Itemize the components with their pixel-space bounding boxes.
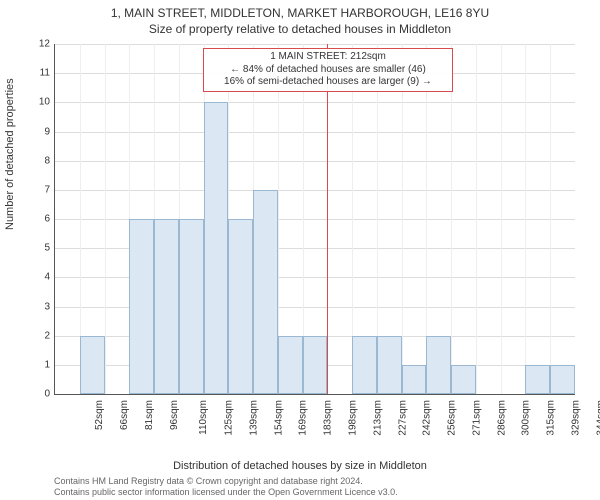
gridline-v [105, 44, 106, 394]
page-subtitle: Size of property relative to detached ho… [0, 22, 600, 36]
x-tick-label: 227sqm [397, 400, 408, 436]
x-tick-label: 169sqm [298, 400, 309, 436]
x-tick-label: 139sqm [249, 400, 260, 436]
y-tick-label: 3 [30, 301, 50, 312]
histogram-bar [253, 190, 278, 394]
gridline-v [525, 44, 526, 394]
footer-attribution: Contains HM Land Registry data © Crown c… [54, 476, 398, 498]
y-tick-label: 5 [30, 243, 50, 254]
histogram-bar [426, 336, 451, 394]
histogram-bar [278, 336, 303, 394]
x-tick-label: 344sqm [595, 400, 600, 436]
x-tick-label: 213sqm [372, 400, 383, 436]
y-tick-label: 8 [30, 155, 50, 166]
gridline-v [501, 44, 502, 394]
gridline-v [476, 44, 477, 394]
x-tick-label: 125sqm [224, 400, 235, 436]
y-tick-label: 9 [30, 126, 50, 137]
x-tick-label: 271sqm [471, 400, 482, 436]
chart-plot-area: 1 MAIN STREET: 212sqm← 84% of detached h… [54, 44, 575, 395]
x-tick-label: 154sqm [273, 400, 284, 436]
y-tick-label: 10 [30, 97, 50, 108]
gridline-h [55, 132, 575, 133]
x-tick-label: 286sqm [496, 400, 507, 436]
y-axis-label: Number of detached properties [4, 78, 16, 230]
gridline-h [55, 44, 575, 45]
x-tick-label: 52sqm [94, 400, 105, 430]
gridline-h [55, 161, 575, 162]
annotation-box: 1 MAIN STREET: 212sqm← 84% of detached h… [203, 48, 453, 92]
gridline-v [402, 44, 403, 394]
annotation-line: ← 84% of detached houses are smaller (46… [210, 64, 446, 77]
y-tick-label: 1 [30, 359, 50, 370]
x-tick-label: 329sqm [570, 400, 581, 436]
footer-line: Contains public sector information licen… [54, 487, 398, 498]
y-tick-label: 4 [30, 272, 50, 283]
y-tick-label: 2 [30, 330, 50, 341]
gridline-v [550, 44, 551, 394]
x-tick-label: 96sqm [169, 400, 180, 430]
y-tick-label: 7 [30, 184, 50, 195]
x-tick-label: 242sqm [422, 400, 433, 436]
histogram-bar [377, 336, 402, 394]
gridline-h [55, 102, 575, 103]
page-title: 1, MAIN STREET, MIDDLETON, MARKET HARBOR… [0, 6, 600, 20]
annotation-line: 16% of semi-detached houses are larger (… [210, 76, 446, 89]
x-tick-label: 315sqm [546, 400, 557, 436]
histogram-bar [525, 365, 550, 394]
x-tick-label: 110sqm [198, 400, 209, 435]
gridline-h [55, 190, 575, 191]
annotation-line: 1 MAIN STREET: 212sqm [210, 51, 446, 64]
histogram-bar [204, 102, 229, 394]
histogram-bar [352, 336, 377, 394]
histogram-bar [80, 336, 105, 394]
histogram-bar [303, 336, 328, 394]
histogram-bar [402, 365, 427, 394]
x-tick-label: 183sqm [323, 400, 334, 436]
histogram-bar [129, 219, 154, 394]
x-tick-label: 300sqm [521, 400, 532, 436]
histogram-bar [550, 365, 575, 394]
histogram-bar [179, 219, 204, 394]
x-axis-label: Distribution of detached houses by size … [0, 460, 600, 472]
y-tick-label: 0 [30, 389, 50, 400]
histogram-bar [154, 219, 179, 394]
histogram-bar [451, 365, 476, 394]
y-tick-label: 12 [30, 39, 50, 50]
footer-line: Contains HM Land Registry data © Crown c… [54, 476, 398, 487]
x-tick-label: 198sqm [348, 400, 359, 436]
y-tick-label: 6 [30, 214, 50, 225]
gridline-v [451, 44, 452, 394]
x-tick-label: 81sqm [144, 400, 155, 430]
x-tick-label: 256sqm [447, 400, 458, 436]
reference-line [327, 44, 328, 394]
y-tick-label: 11 [30, 68, 50, 79]
histogram-bar [228, 219, 253, 394]
x-tick-label: 66sqm [119, 400, 130, 430]
